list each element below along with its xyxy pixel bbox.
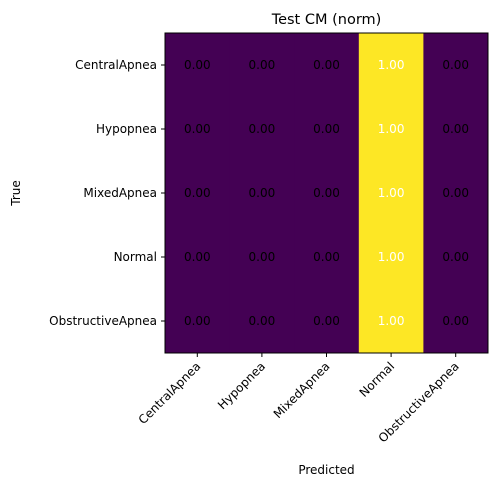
heatmap-cell [358, 289, 424, 354]
heatmap-cell [423, 33, 489, 98]
y-axis-ticks: CentralApnea Hypopnea MixedApnea Normal Obst… [49, 58, 165, 328]
y-tick-label: MixedApnea [83, 186, 157, 200]
heatmap-cell-value: 0.00 [313, 314, 340, 328]
heatmap-cell-value: 0.00 [184, 58, 211, 72]
heatmap-cell-value: 0.00 [442, 314, 469, 328]
heatmap-cell-value: 0.00 [249, 314, 276, 328]
heatmap-cell-value: 1.00 [378, 58, 405, 72]
x-tick-label: Hypopnea [215, 359, 268, 412]
heatmap-cell-value: 0.00 [313, 250, 340, 264]
heatmap-cell [358, 97, 424, 162]
heatmap-cell-value: 0.00 [249, 122, 276, 136]
heatmap-cell-value: 0.00 [249, 58, 276, 72]
heatmap-cell [229, 289, 295, 354]
heatmap-cell-value: 0.00 [442, 186, 469, 200]
heatmap-cell-value: 0.00 [442, 58, 469, 72]
heatmap-cell-value: 0.00 [313, 122, 340, 136]
heatmap-cell [165, 97, 231, 162]
heatmap-cell [294, 225, 360, 290]
heatmap-cell-labels: 0.00 0.00 0.00 1.00 0.00 0.00 0.00 0.00 1.00 0.00… [184, 58, 469, 328]
x-tick-label: CentralApnea [136, 359, 204, 427]
heatmap-cell-value: 0.00 [442, 250, 469, 264]
heatmap-cell [165, 225, 231, 290]
heatmap-cell [423, 289, 489, 354]
y-tick-label: Normal [114, 250, 157, 264]
heatmap-cell-value: 1.00 [378, 314, 405, 328]
heatmap-cell [294, 289, 360, 354]
heatmap-cell [165, 289, 231, 354]
heatmap-cell-value: 0.00 [184, 250, 211, 264]
heatmap-cell-value: 0.00 [313, 186, 340, 200]
y-tick-label: ObstructiveApnea [49, 314, 157, 328]
heatmap-cell-value: 0.00 [184, 186, 211, 200]
x-tick-label: Normal [357, 359, 398, 400]
heatmap-cell-value: 0.00 [184, 122, 211, 136]
heatmap-cell [229, 33, 295, 98]
heatmap-cell [294, 161, 360, 226]
heatmap-cell-value: 1.00 [378, 186, 405, 200]
heatmap-cell [229, 161, 295, 226]
heatmap-cell [358, 161, 424, 226]
x-tick-label: MixedApnea [271, 359, 333, 421]
heatmap-cell [423, 161, 489, 226]
heatmap-cell-value: 0.00 [313, 58, 340, 72]
y-tick-label: Hypopnea [96, 122, 157, 136]
heatmap-cell [358, 225, 424, 290]
heatmap-cell-value: 0.00 [249, 186, 276, 200]
chart-title: Test CM (norm) [271, 12, 382, 28]
heatmap-cell [423, 225, 489, 290]
heatmap-cell [294, 97, 360, 162]
heatmap-cell [358, 33, 424, 98]
heatmap-cell [294, 33, 360, 98]
y-axis-label: True [9, 180, 23, 207]
heatmap-cell [165, 33, 231, 98]
heatmap-cells [165, 33, 489, 354]
heatmap-cell-value: 1.00 [378, 122, 405, 136]
heatmap-cell [229, 97, 295, 162]
heatmap-cell [423, 97, 489, 162]
y-tick-label: CentralApnea [75, 58, 157, 72]
x-axis-ticks: CentralApnea Hypopnea MixedApnea NormalObst… [136, 353, 462, 445]
x-axis-label: Predicted [298, 463, 354, 477]
heatmap-cell-value: 0.00 [184, 314, 211, 328]
heatmap-cell [165, 161, 231, 226]
heatmap-cell-value: 0.00 [442, 122, 469, 136]
heatmap-cell-value: 0.00 [249, 250, 276, 264]
heatmap-cell [229, 225, 295, 290]
heatmap-cell-value: 1.00 [378, 250, 405, 264]
